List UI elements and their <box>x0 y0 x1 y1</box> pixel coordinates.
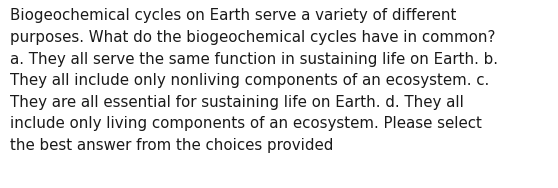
Text: Biogeochemical cycles on Earth serve a variety of different
purposes. What do th: Biogeochemical cycles on Earth serve a v… <box>10 8 498 153</box>
